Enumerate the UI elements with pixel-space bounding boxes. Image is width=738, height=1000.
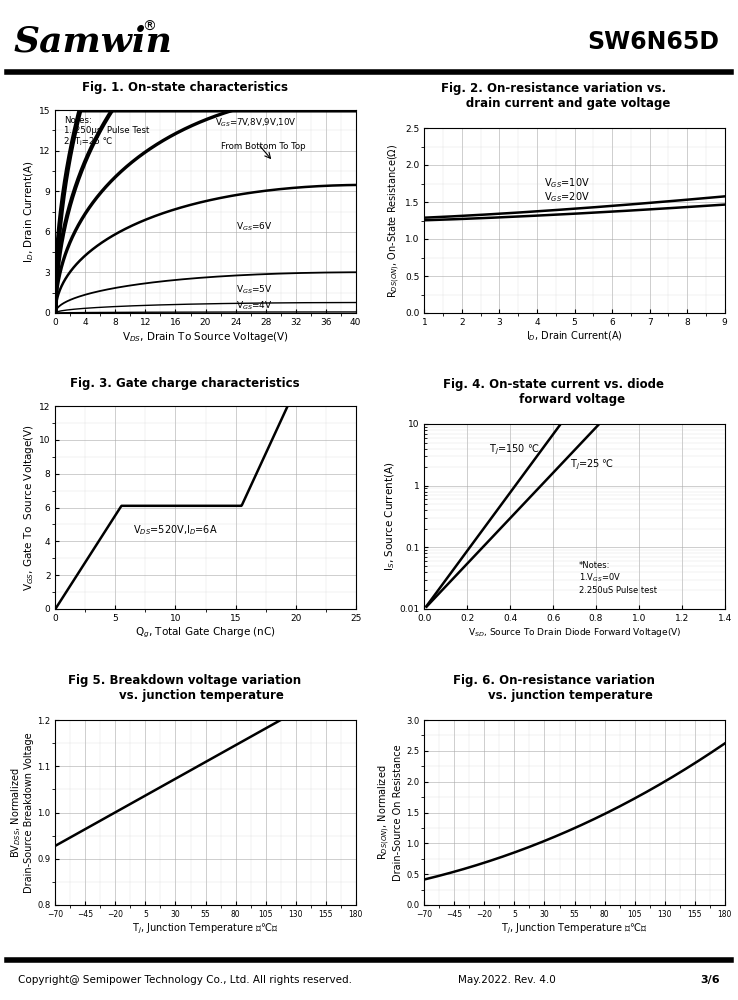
Text: Fig. 4. On-state current vs. diode
         forward voltage: Fig. 4. On-state current vs. diode forwa… <box>443 378 664 406</box>
Y-axis label: I$_{D}$, Drain Current(A): I$_{D}$, Drain Current(A) <box>23 160 36 263</box>
X-axis label: V$_{SD}$, Source To Drain Diode Forward Voltage(V): V$_{SD}$, Source To Drain Diode Forward … <box>468 626 681 639</box>
Text: V$_{GS}$=10V: V$_{GS}$=10V <box>545 176 590 190</box>
Text: Copyright@ Semipower Technology Co., Ltd. All rights reserved.: Copyright@ Semipower Technology Co., Ltd… <box>18 975 353 985</box>
Text: From Bottom To Top: From Bottom To Top <box>221 142 306 151</box>
Text: T$_{j}$=150 ℃: T$_{j}$=150 ℃ <box>489 443 539 457</box>
Text: Fig. 1. On-state characteristics: Fig. 1. On-state characteristics <box>81 81 288 94</box>
Y-axis label: BV$_{DSS}$, Normalized
Drain-Source Breakdown Voltage: BV$_{DSS}$, Normalized Drain-Source Brea… <box>9 732 35 893</box>
X-axis label: I$_{D}$, Drain Current(A): I$_{D}$, Drain Current(A) <box>526 330 623 343</box>
X-axis label: T$_{j}$, Junction Temperature （℃）: T$_{j}$, Junction Temperature （℃） <box>132 922 279 936</box>
Text: Fig. 6. On-resistance variation
        vs. junction temperature: Fig. 6. On-resistance variation vs. junc… <box>452 674 655 702</box>
Text: ®: ® <box>142 20 156 34</box>
Text: T$_{j}$=25 ℃: T$_{j}$=25 ℃ <box>570 458 615 472</box>
Y-axis label: R$_{DS(ON)}$, Normalized
Drain-Source On Resistance: R$_{DS(ON)}$, Normalized Drain-Source On… <box>376 744 404 881</box>
Text: Fig 5. Breakdown voltage variation
        vs. junction temperature: Fig 5. Breakdown voltage variation vs. j… <box>68 674 301 702</box>
Text: V$_{GS}$=5V: V$_{GS}$=5V <box>235 284 272 296</box>
Text: V$_{GS}$=20V: V$_{GS}$=20V <box>545 191 590 204</box>
Text: Fig. 3. Gate charge characteristics: Fig. 3. Gate charge characteristics <box>69 376 300 389</box>
Text: *Notes:
1.V$_{GS}$=0V
2.250uS Pulse test: *Notes: 1.V$_{GS}$=0V 2.250uS Pulse test <box>579 561 657 595</box>
Text: Samwin: Samwin <box>13 25 172 59</box>
Text: Notes:
1. 250μs  Pulse Test
2. Tⱼ=25 ℃: Notes: 1. 250μs Pulse Test 2. Tⱼ=25 ℃ <box>64 116 150 146</box>
Text: V$_{GS}$=7V,8V,9V,10V: V$_{GS}$=7V,8V,9V,10V <box>215 116 297 129</box>
Text: V$_{GS}$=6V: V$_{GS}$=6V <box>235 220 272 233</box>
X-axis label: Q$_{g}$, Total Gate Charge (nC): Q$_{g}$, Total Gate Charge (nC) <box>135 626 276 640</box>
Text: V$_{DS}$=520V,I$_{D}$=6A: V$_{DS}$=520V,I$_{D}$=6A <box>134 523 218 537</box>
Text: 3/6: 3/6 <box>700 975 720 985</box>
Text: SW6N65D: SW6N65D <box>587 30 720 54</box>
Y-axis label: R$_{DS(ON)}$, On-State Resistance(Ω): R$_{DS(ON)}$, On-State Resistance(Ω) <box>387 143 402 298</box>
Text: V$_{GS}$=4V: V$_{GS}$=4V <box>235 300 272 312</box>
Y-axis label: V$_{GS}$, Gate To  Source Voltage(V): V$_{GS}$, Gate To Source Voltage(V) <box>22 424 36 591</box>
Text: May.2022. Rev. 4.0: May.2022. Rev. 4.0 <box>458 975 555 985</box>
X-axis label: V$_{DS}$, Drain To Source Voltage(V): V$_{DS}$, Drain To Source Voltage(V) <box>123 330 289 344</box>
Text: Fig. 2. On-resistance variation vs.
       drain current and gate voltage: Fig. 2. On-resistance variation vs. drai… <box>437 82 670 110</box>
Y-axis label: I$_{S}$, Source Current(A): I$_{S}$, Source Current(A) <box>383 462 396 571</box>
X-axis label: T$_{j}$, Junction Temperature （℃）: T$_{j}$, Junction Temperature （℃） <box>501 922 648 936</box>
